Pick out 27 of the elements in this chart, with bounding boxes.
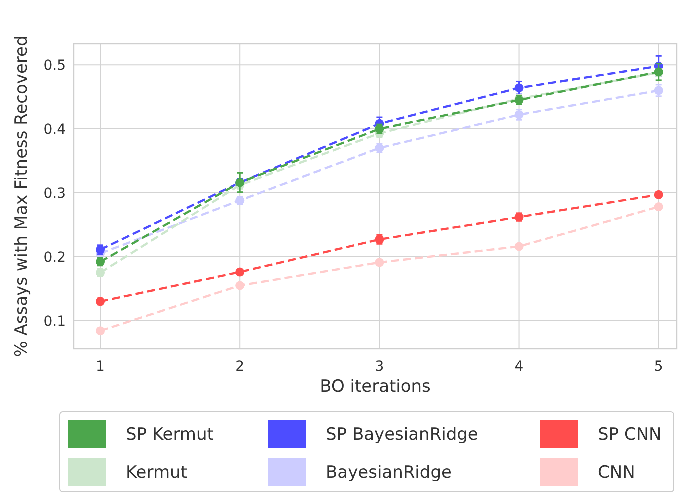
point <box>236 268 245 277</box>
x-tick-label: 1 <box>96 359 105 375</box>
x-tick-label: 4 <box>514 359 524 375</box>
point <box>96 326 106 336</box>
legend-label: SP Kermut <box>126 424 214 445</box>
x-axis-title: BO iterations <box>320 377 432 397</box>
y-tick-label: 0.3 <box>44 186 66 202</box>
point <box>375 258 384 268</box>
y-tick-label: 0.5 <box>44 58 66 74</box>
point <box>654 86 664 96</box>
y-axis-title: % Assays with Max Fitness Recovered <box>12 36 32 358</box>
y-tick-label: 0.4 <box>44 122 66 138</box>
x-tick-label: 5 <box>654 359 664 375</box>
point <box>654 190 664 200</box>
x-tick-label: 3 <box>375 359 384 375</box>
y-tick-label: 0.2 <box>44 250 66 266</box>
y-tick-label: 0.1 <box>44 314 66 330</box>
point <box>654 202 664 212</box>
point <box>514 242 524 252</box>
point <box>514 84 524 93</box>
x-tick-label: 2 <box>236 359 245 375</box>
legend-label: SP CNN <box>598 424 662 445</box>
legend-label: Kermut <box>126 462 188 483</box>
legend-label: CNN <box>598 462 636 483</box>
legend-label: SP BayesianRidge <box>326 424 478 445</box>
point <box>236 281 245 290</box>
legend-label: BayesianRidge <box>326 462 452 483</box>
